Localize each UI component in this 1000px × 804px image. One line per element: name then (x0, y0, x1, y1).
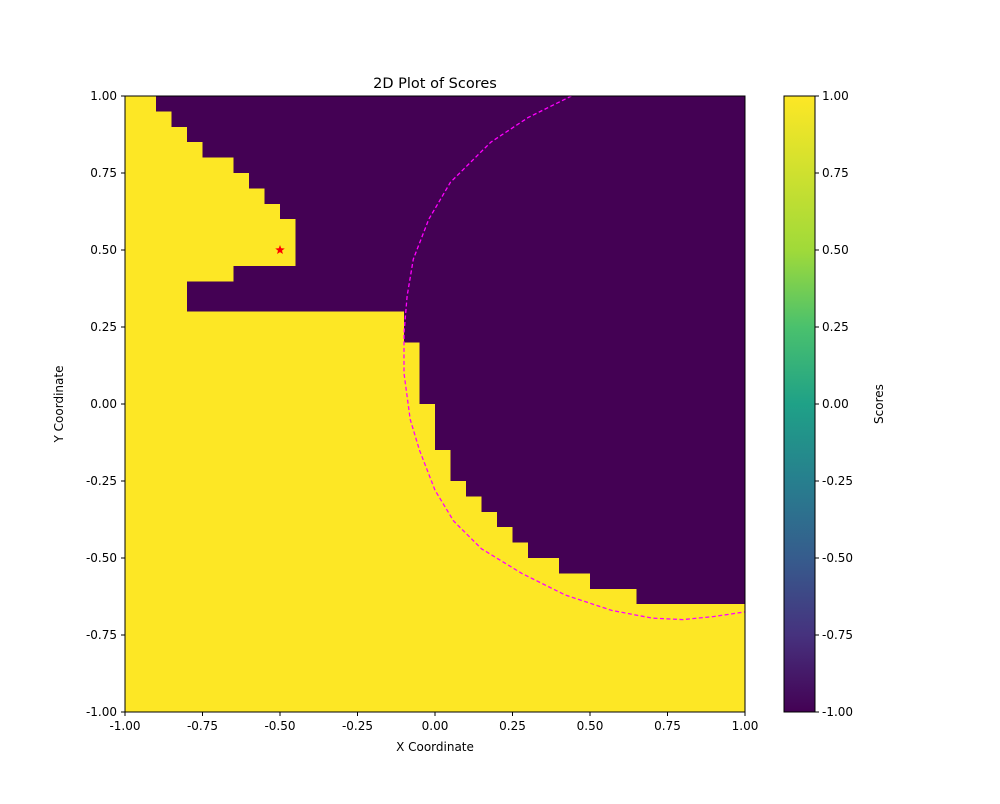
heatmap-cell-row (125, 665, 745, 682)
heatmap-cell-row (125, 635, 745, 651)
heatmap-cell-row (125, 265, 234, 282)
y-tick-label: 0.00 (90, 397, 117, 411)
heatmap-cell-row (125, 234, 296, 251)
x-tick-label: -1.00 (109, 719, 140, 733)
heatmap-cell-row (125, 157, 234, 174)
heatmap-cell-row (125, 342, 420, 359)
heatmap-cell-row (125, 527, 513, 544)
heatmap-cell-row (125, 296, 187, 313)
colorbar-tick-label: 1.00 (822, 89, 849, 103)
colorbar-axis: 1.00 0.75 0.50 0.25 0.00 -0.25 -0.50 -0.75 -1.00 (815, 89, 853, 719)
chart-title: 2D Plot of Scores (373, 76, 497, 92)
heatmap-cell-row (125, 604, 745, 621)
heatmap-cell-row (125, 588, 637, 605)
colorbar-tick-label: 0.25 (822, 320, 849, 334)
heatmap-cell-row (125, 696, 745, 713)
x-tick-label: 1.00 (732, 719, 759, 733)
heatmap-cell-row (125, 203, 280, 220)
colorbar-tick-label: 0.75 (822, 166, 849, 180)
heatmap-cell-row (125, 419, 435, 436)
colorbar-tick-label: -0.75 (822, 628, 853, 642)
x-tick-label: 0.25 (499, 719, 526, 733)
heatmap-cell-row (125, 188, 265, 205)
x-axis-label: X Coordinate (396, 740, 474, 754)
boundary-curve (403, 95, 746, 621)
plot-area (125, 96, 745, 713)
heatmap-cell-row (125, 142, 203, 159)
x-tick-label: -0.75 (187, 719, 218, 733)
colorbar-tick-label: 0.00 (822, 397, 849, 411)
star-marker (275, 245, 285, 255)
heatmap-cell-row (125, 111, 172, 128)
y-tick-label: -1.00 (86, 705, 117, 719)
x-tick-label: 0.50 (577, 719, 604, 733)
heatmap-cell-row (125, 327, 404, 343)
y-tick-label: 0.50 (90, 243, 117, 257)
x-tick-label: 0.00 (422, 719, 449, 733)
y-tick-label: -0.50 (86, 551, 117, 565)
colorbar-tick-label: 0.50 (822, 243, 849, 257)
y-tick-label: -0.75 (86, 628, 117, 642)
heatmap-cell-row (125, 650, 745, 667)
heatmap-cell-row (125, 511, 497, 528)
colorbar-tick-label: -1.00 (822, 705, 853, 719)
heatmap-cell-row (125, 219, 296, 236)
y-axis: -1.00 -0.75 -0.50 -0.25 0.00 0.25 0.50 0.75 1.00 (86, 89, 125, 719)
y-tick-label: 0.25 (90, 320, 117, 334)
y-tick-label: -0.25 (86, 474, 117, 488)
boundary-layer (403, 95, 746, 621)
heatmap-cell-row (125, 173, 249, 189)
heatmap-cell-row (125, 619, 745, 636)
heatmap-cell-row (125, 250, 296, 266)
heatmap-cell-row (125, 434, 435, 451)
heatmap-cell-row (125, 496, 482, 513)
heatmap-cell-row (125, 465, 451, 482)
y-tick-label: 0.75 (90, 166, 117, 180)
heatmap-cell-row (125, 96, 156, 112)
x-tick-label: -0.25 (342, 719, 373, 733)
x-tick-label: 0.75 (654, 719, 681, 733)
heatmap-cell-row (125, 280, 187, 297)
x-axis: -1.00 -0.75 -0.50 -0.25 0.00 0.25 0.50 0.75 1.00 (109, 712, 758, 733)
colorbar-tick-label: -0.25 (822, 474, 853, 488)
heatmap-cell-row (125, 357, 420, 374)
colorbar-label: Scores (872, 384, 886, 424)
heatmap-cell-row (125, 542, 528, 559)
heatmap-cell-row (125, 450, 451, 467)
heatmap-cell-row (125, 404, 435, 420)
heatmap-cell-row (125, 373, 420, 390)
heatmap-cell-row (125, 126, 187, 143)
heatmap-cell-row (125, 388, 420, 405)
colorbar (783, 95, 816, 713)
y-axis-label: Y Coordinate (52, 366, 66, 444)
heatmap-cell-row (125, 558, 559, 574)
marker-layer (275, 245, 285, 255)
colorbar-tick-label: -0.50 (822, 551, 853, 565)
x-tick-label: -0.50 (264, 719, 295, 733)
heatmap-cell-row (125, 681, 745, 698)
heatmap-cell-row (125, 573, 590, 590)
y-tick-label: 1.00 (90, 89, 117, 103)
heatmap-cell-row (125, 481, 466, 497)
heatmap-cell-row (125, 311, 404, 328)
